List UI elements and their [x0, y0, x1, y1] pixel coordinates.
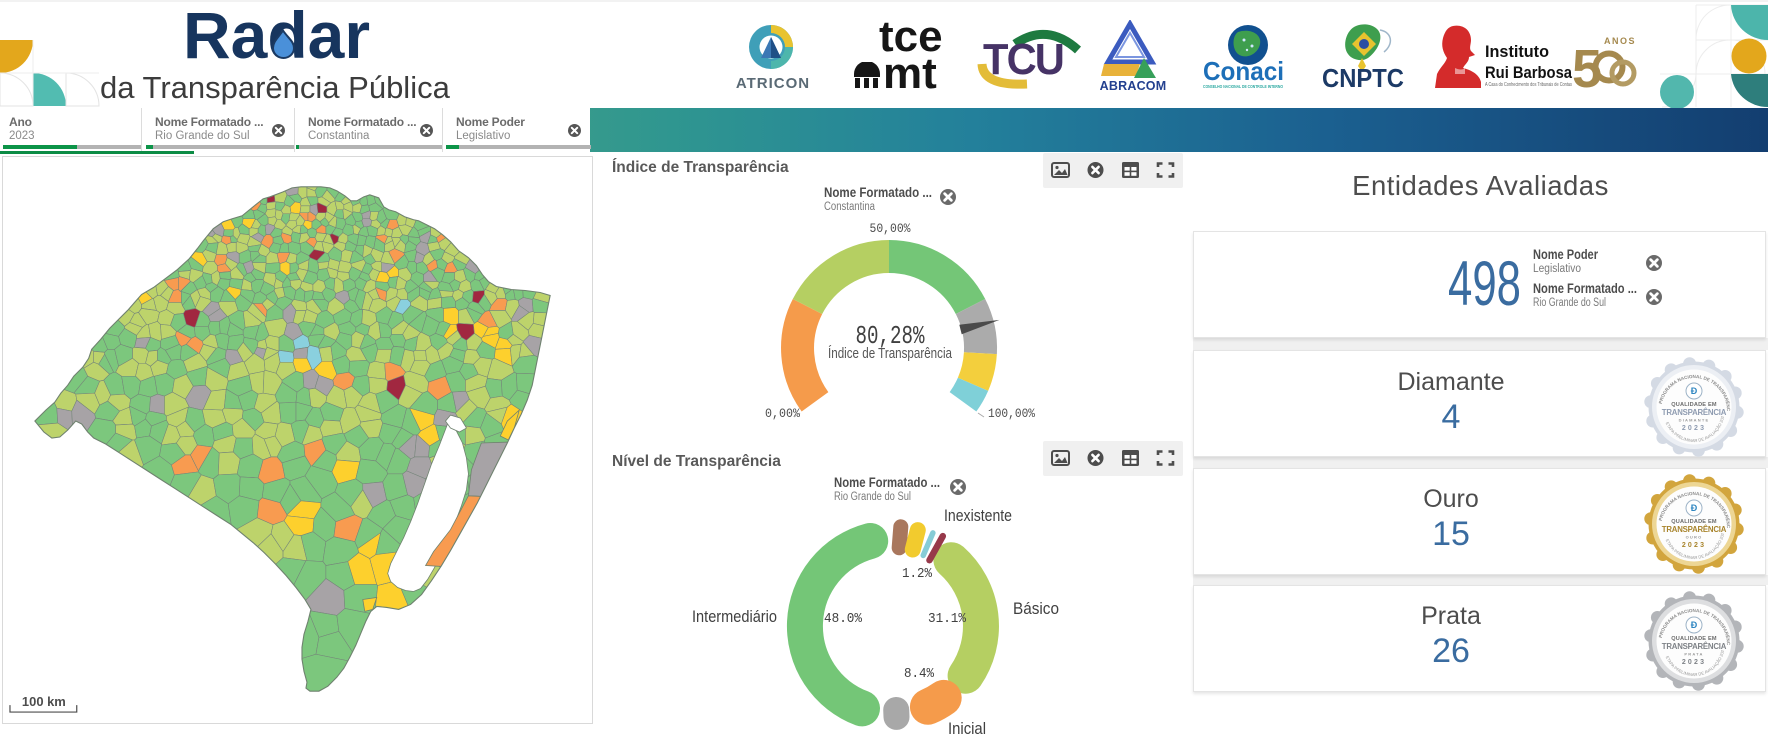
- svg-text:0,00%: 0,00%: [765, 406, 800, 421]
- svg-text:ABRACOM: ABRACOM: [1100, 79, 1166, 92]
- svg-text:PROGRAMA NACIONAL DE TRANSPARÊ: PROGRAMA NACIONAL DE TRANSPARÊNCIA PÚBLI…: [1193, 156, 1732, 529]
- svg-text:QUALIDADE EM: QUALIDADE EM: [1671, 519, 1717, 525]
- svg-text:4: 4: [1442, 398, 1461, 436]
- svg-text:Conaci: Conaci: [1203, 56, 1284, 86]
- svg-text:Rio Grande do Sul: Rio Grande do Sul: [834, 491, 911, 503]
- svg-text:2023: 2023: [1682, 659, 1706, 666]
- svg-text:100,00%: 100,00%: [988, 406, 1035, 421]
- svg-text:QUALIDADE EM: QUALIDADE EM: [1671, 402, 1717, 408]
- svg-text:498: 498: [1448, 249, 1521, 319]
- svg-text:Nome Formatado ...: Nome Formatado ...: [1533, 281, 1637, 296]
- svg-text:48.0%: 48.0%: [824, 612, 863, 627]
- svg-text:Constantina: Constantina: [824, 201, 876, 213]
- svg-text:Nome Poder: Nome Poder: [1533, 247, 1599, 262]
- svg-text:Inicial: Inicial: [948, 720, 986, 738]
- svg-text:1.2%: 1.2%: [902, 567, 933, 582]
- svg-text:50,00%: 50,00%: [870, 221, 911, 236]
- svg-text:Índice de Transparência: Índice de Transparência: [828, 345, 953, 362]
- svg-text:Diamante: Diamante: [1398, 368, 1505, 396]
- svg-text:ANOS: ANOS: [1604, 36, 1636, 46]
- svg-text:2023: 2023: [1682, 542, 1706, 549]
- svg-text:OURO: OURO: [1686, 535, 1703, 540]
- svg-text:PRATA: PRATA: [1684, 652, 1703, 657]
- svg-text:QUALIDADE EM: QUALIDADE EM: [1671, 636, 1717, 642]
- svg-text:Nome Formatado ...: Nome Formatado ...: [824, 185, 932, 200]
- svg-text:Rui Barbosa: Rui Barbosa: [1485, 63, 1572, 82]
- svg-text:15: 15: [1432, 515, 1470, 553]
- svg-text:DIAMANTE: DIAMANTE: [1679, 418, 1710, 423]
- svg-text:TRANSPARÊNCIA: TRANSPARÊNCIA: [1662, 525, 1727, 534]
- svg-text:31.1%: 31.1%: [928, 612, 967, 627]
- svg-text:8.4%: 8.4%: [904, 667, 935, 682]
- svg-text:Ð: Ð: [1691, 386, 1698, 396]
- svg-text:Ð: Ð: [1691, 503, 1698, 513]
- svg-text:Intermediário: Intermediário: [692, 608, 777, 626]
- svg-text:26: 26: [1432, 632, 1470, 670]
- svg-text:80,28%: 80,28%: [856, 321, 925, 351]
- svg-text:Ð: Ð: [1691, 620, 1698, 630]
- svg-text:TRANSPARÊNCIA: TRANSPARÊNCIA: [1662, 408, 1727, 417]
- svg-text:100 km: 100 km: [22, 694, 66, 709]
- svg-text:TRANSPARÊNCIA: TRANSPARÊNCIA: [1662, 642, 1727, 651]
- svg-text:Instituto: Instituto: [1485, 42, 1549, 61]
- svg-text:ATRICON: ATRICON: [736, 75, 810, 92]
- svg-text:Básico: Básico: [1013, 600, 1059, 618]
- svg-text:A Casa do Conhecimento dos Tri: A Casa do Conhecimento dos Tribunais de …: [1485, 82, 1572, 88]
- svg-text:Inexistente: Inexistente: [944, 507, 1012, 525]
- svg-text:Prata: Prata: [1421, 602, 1481, 630]
- svg-text:Legislativo: Legislativo: [1533, 263, 1581, 275]
- svg-text:CNPTC: CNPTC: [1322, 63, 1404, 90]
- svg-text:2023: 2023: [1682, 425, 1706, 432]
- svg-text:Ouro: Ouro: [1423, 485, 1479, 513]
- svg-text:TCU: TCU: [983, 35, 1063, 84]
- svg-text:Rio Grande do Sul: Rio Grande do Sul: [1533, 297, 1606, 309]
- svg-text:CONSELHO NACIONAL DE CONTROLE: CONSELHO NACIONAL DE CONTROLE INTERNO: [1203, 84, 1283, 89]
- svg-text:Nome Formatado ...: Nome Formatado ...: [834, 475, 940, 490]
